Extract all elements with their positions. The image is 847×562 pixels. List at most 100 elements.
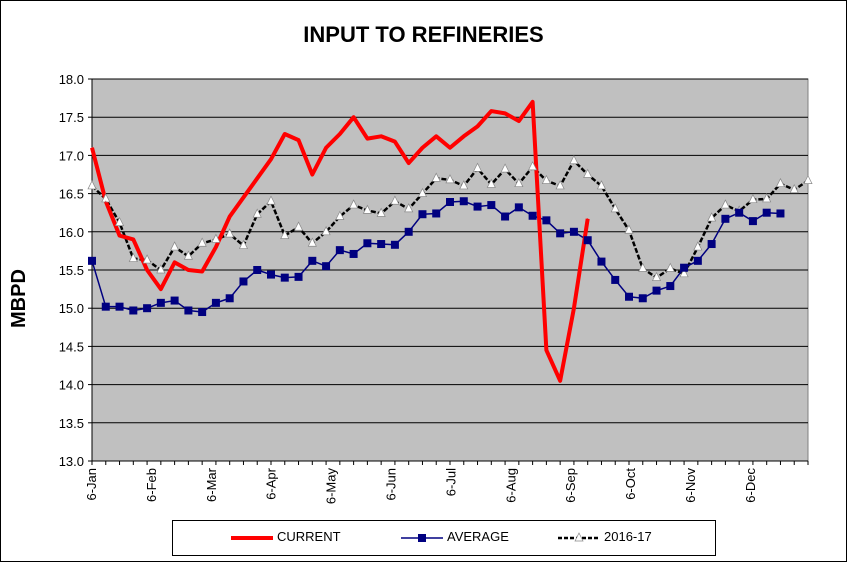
data-point-average [363, 239, 372, 248]
y-tick-label: 17.0 [59, 148, 84, 163]
legend: CURRENT AVERAGE 2016-17 [172, 520, 716, 556]
data-point-2016-17 [170, 241, 180, 251]
data-point-current [353, 116, 355, 118]
y-tick-label: 18.0 [59, 72, 84, 87]
data-point-average [569, 227, 578, 236]
data-point-2016-17 [665, 262, 675, 272]
data-point-current [132, 238, 134, 240]
data-point-2016-17 [349, 199, 359, 209]
data-point-2016-17 [183, 250, 193, 260]
data-point-average [597, 257, 606, 266]
data-point-2016-17 [101, 193, 111, 203]
data-point-2016-17 [459, 180, 469, 190]
data-point-average [542, 216, 551, 225]
data-point-2016-17 [624, 224, 634, 234]
data-point-2016-17 [225, 228, 235, 238]
data-point-current [504, 112, 506, 114]
data-point-2016-17 [583, 168, 593, 178]
x-tick-label: 6-Mar [204, 467, 219, 502]
chart-title: INPUT TO REFINERIES [303, 22, 544, 47]
data-point-2016-17 [775, 177, 786, 188]
data-point-current [270, 158, 272, 160]
data-point-average [487, 201, 496, 210]
data-point-average [514, 203, 523, 212]
data-point-current [463, 135, 465, 137]
data-point-average [129, 306, 138, 315]
data-point-average [390, 240, 399, 249]
data-point-average [473, 202, 482, 211]
y-tick-label: 14.0 [59, 378, 84, 393]
data-point-average [748, 217, 757, 226]
data-point-2016-17 [252, 208, 262, 218]
data-point-average [335, 246, 344, 255]
data-point-average [583, 236, 592, 245]
data-point-average [170, 296, 179, 305]
data-point-average [184, 306, 193, 315]
data-point-average [294, 272, 303, 281]
x-tick-label: 6-Jun [383, 468, 398, 501]
data-point-2016-17 [720, 199, 730, 209]
data-point-2016-17 [293, 221, 304, 231]
data-point-average [721, 214, 730, 223]
legend-label-2016-17: 2016-17 [604, 529, 652, 544]
data-point-average [638, 294, 647, 303]
data-point-current [339, 133, 341, 135]
data-point-current [215, 246, 217, 248]
data-point-average [693, 256, 702, 265]
data-point-2016-17 [376, 207, 386, 217]
y-tick-label: 17.5 [59, 110, 84, 125]
data-point-average [776, 209, 785, 218]
x-tick-label: 6-Jul [443, 468, 458, 496]
data-point-average [611, 275, 620, 284]
y-tick-label: 13.5 [59, 416, 84, 431]
data-point-2016-17 [417, 187, 428, 197]
data-point-2016-17 [197, 237, 207, 247]
data-point-current [311, 174, 313, 175]
data-point-current [394, 141, 396, 143]
y-tick-label: 15.0 [59, 301, 84, 316]
data-point-average [680, 263, 689, 272]
data-point-current [545, 349, 547, 351]
data-point-current [91, 147, 93, 149]
legend-marker-average [418, 534, 426, 542]
data-point-average [225, 294, 234, 303]
x-tick-label: 6-Dec [743, 468, 758, 503]
data-point-2016-17 [693, 241, 703, 251]
data-point-2016-17 [335, 210, 345, 220]
data-point-2016-17 [651, 271, 662, 281]
data-point-current [587, 218, 589, 220]
data-point-average [625, 292, 633, 301]
data-point-2016-17 [362, 204, 372, 214]
legend-label-average: AVERAGE [447, 529, 509, 544]
data-point-2016-17 [404, 203, 414, 213]
data-point-2016-17 [87, 180, 97, 190]
data-point-2016-17 [500, 163, 510, 173]
data-point-current [201, 271, 203, 273]
data-point-2016-17 [307, 237, 317, 247]
data-point-average [349, 249, 358, 258]
data-point-2016-17 [390, 195, 400, 205]
data-point-2016-17 [762, 193, 772, 203]
x-tick-label: 6-Apr [264, 467, 279, 499]
data-point-average [418, 210, 427, 219]
data-point-current [187, 269, 189, 271]
data-point-average [101, 302, 110, 311]
data-point-average [267, 270, 275, 279]
data-point-2016-17 [596, 180, 607, 190]
data-point-current [435, 135, 437, 137]
data-point-current [559, 380, 561, 382]
data-point-average [446, 198, 454, 207]
data-point-2016-17 [638, 262, 648, 272]
data-point-current [160, 288, 162, 290]
data-point-average [198, 308, 207, 317]
data-point-average [308, 256, 317, 265]
data-point-2016-17 [748, 193, 758, 204]
y-tick-label: 16.0 [59, 225, 84, 240]
data-point-average [377, 240, 386, 249]
data-point-2016-17 [610, 203, 620, 213]
data-point-average [322, 262, 331, 271]
data-point-current [408, 162, 410, 164]
data-point-2016-17 [445, 174, 455, 184]
series-markers [87, 101, 813, 382]
